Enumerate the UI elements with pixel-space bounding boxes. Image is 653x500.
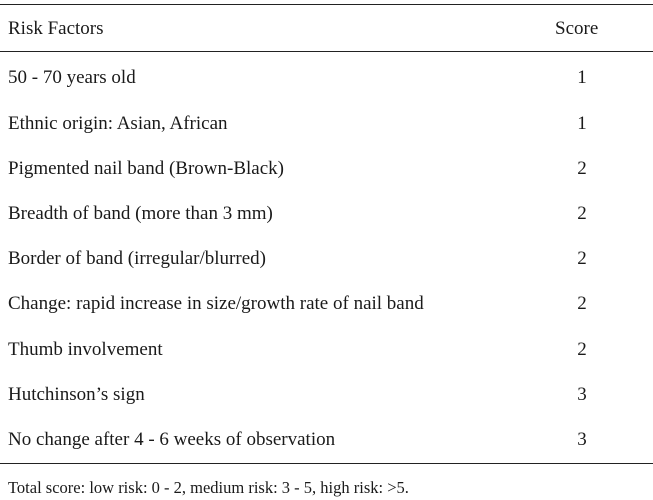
row-factor: 50 - 70 years old [8, 67, 136, 88]
row-factor: Change: rapid increase in size/growth ra… [8, 293, 424, 314]
row-factor: Thumb involvement [8, 339, 163, 360]
row-factor: Breadth of band (more than 3 mm) [8, 203, 273, 224]
table-header-rule [0, 51, 653, 52]
row-score: 2 [577, 293, 587, 314]
table-bottom-rule [0, 463, 653, 464]
row-factor: Hutchinson’s sign [8, 384, 145, 405]
row-factor: Border of band (irregular/blurred) [8, 248, 266, 269]
row-score: 2 [577, 203, 587, 224]
row-factor: Pigmented nail band (Brown-Black) [8, 158, 284, 179]
row-factor: No change after 4 - 6 weeks of observati… [8, 429, 336, 450]
row-score: 3 [577, 384, 587, 405]
row-factor: Ethnic origin: Asian, African [8, 113, 228, 134]
row-score: 2 [577, 339, 587, 360]
table-top-rule [0, 4, 653, 5]
row-score: 1 [577, 67, 587, 88]
header-risk-factors: Risk Factors [8, 18, 104, 39]
table-footnote: Total score: low risk: 0 - 2, medium ris… [8, 478, 409, 497]
row-score: 3 [577, 429, 587, 450]
row-score: 1 [577, 113, 587, 134]
row-score: 2 [577, 248, 587, 269]
row-score: 2 [577, 158, 587, 179]
header-score: Score [555, 18, 599, 39]
